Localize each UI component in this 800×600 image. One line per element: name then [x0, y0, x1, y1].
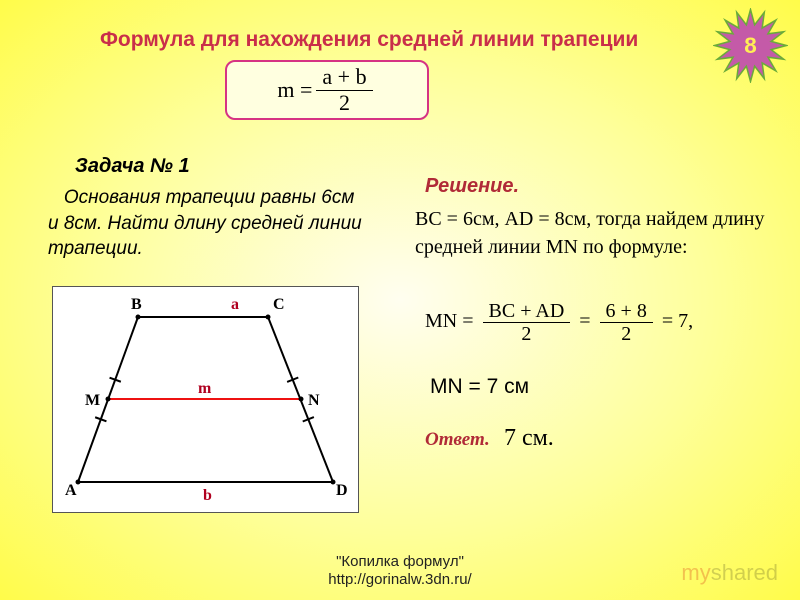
- answer-label: Ответ.: [425, 429, 490, 450]
- formula-numerator: a + b: [316, 65, 372, 90]
- calc-rhs: = 7,: [662, 310, 693, 332]
- problem-text: Основания трапеции равны 6см и 8см. Найт…: [48, 185, 368, 262]
- badge-number: 8: [744, 33, 757, 58]
- svg-text:A: A: [65, 482, 77, 499]
- answer-line: Ответ. 7 см.: [425, 425, 554, 452]
- watermark: myshared: [681, 560, 778, 586]
- calc-n1: BC + AD: [483, 300, 571, 323]
- svg-text:m: m: [198, 380, 212, 397]
- footer-line2: http://gorinalw.3dn.ru/: [328, 571, 471, 588]
- formula-lhs: m =: [277, 77, 312, 103]
- formula-fraction: a + b 2: [316, 65, 372, 114]
- page-title: Формула для нахождения средней линии тра…: [100, 28, 638, 52]
- footer-credit: "Копилка формул" http://gorinalw.3dn.ru/: [328, 553, 471, 591]
- calc-d2: 2: [600, 323, 653, 345]
- svg-text:D: D: [336, 482, 348, 499]
- calc-frac1: BC + AD 2: [483, 300, 571, 345]
- watermark-text: shared: [711, 560, 778, 585]
- answer-value: 7 см.: [504, 425, 554, 451]
- svg-text:a: a: [231, 296, 239, 313]
- calc-frac2: 6 + 8 2: [600, 300, 653, 345]
- svg-text:N: N: [308, 392, 320, 409]
- svg-text:b: b: [203, 487, 212, 504]
- calc-lhs: MN =: [425, 310, 474, 332]
- calc-eq1: =: [579, 310, 595, 332]
- svg-text:C: C: [273, 296, 285, 313]
- svg-text:M: M: [85, 392, 100, 409]
- solution-given: BC = 6см, AD = 8см, тогда найдем длину с…: [415, 205, 775, 261]
- calc-d1: 2: [483, 323, 571, 345]
- midline-formula-box: m = a + b 2: [225, 60, 429, 120]
- formula-denominator: 2: [316, 91, 372, 115]
- svg-text:B: B: [131, 296, 142, 313]
- calc-n2: 6 + 8: [600, 300, 653, 323]
- footer-line1: "Копилка формул": [336, 553, 464, 570]
- slide-number-badge: 8: [713, 8, 788, 83]
- solution-result: MN = 7 см: [430, 375, 529, 399]
- trapezoid-diagram: A B C D M Na b m: [52, 286, 359, 513]
- problem-label: Задача № 1: [75, 155, 190, 178]
- solution-label: Решение.: [425, 175, 519, 198]
- solution-calc: MN = BC + AD 2 = 6 + 8 2 = 7,: [425, 300, 693, 345]
